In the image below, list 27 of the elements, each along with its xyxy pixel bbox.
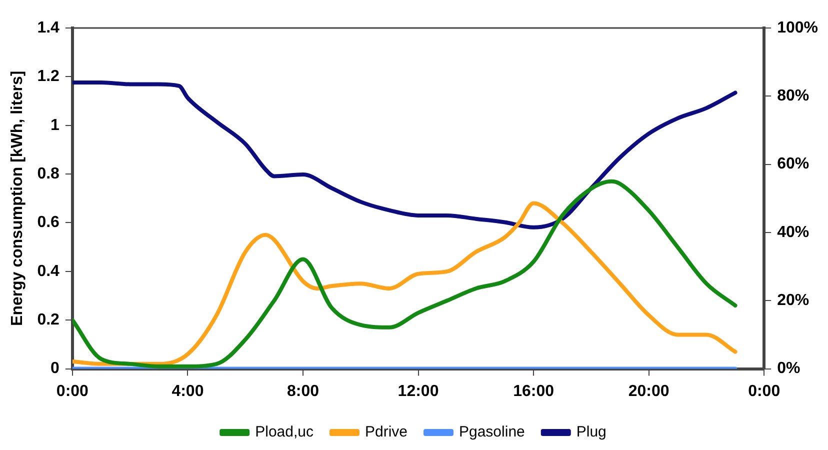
y-tick-label: 0 — [50, 360, 60, 378]
legend-label: Pload,uc — [255, 424, 314, 441]
y-axis-title: Energy consumption [kWh, liters] — [9, 70, 26, 326]
y2-tick-label: 80% — [777, 88, 810, 105]
y2-tick-label: 20% — [777, 292, 810, 310]
y-tick-label: 1.2 — [37, 68, 60, 86]
y2-tick-label: 100% — [777, 19, 818, 36]
legend-label: Plug — [576, 424, 606, 441]
y-tick-label: 0.4 — [37, 262, 60, 280]
y2-tick-label: 40% — [777, 224, 810, 241]
x-tick-label: 12:00 — [398, 382, 439, 400]
x-tick-label: 0:00 — [56, 382, 89, 400]
x-tick-label: 0:00 — [748, 382, 780, 400]
y2-tick-label: 60% — [777, 156, 810, 173]
line-series — [72, 80, 738, 230]
y-tick-label: 1.4 — [37, 19, 60, 36]
y-tick-label: 1 — [50, 116, 60, 134]
legend-label: Pdrive — [364, 424, 408, 441]
x-tick-label: 4:00 — [172, 382, 204, 400]
x-tick-label: 8:00 — [286, 382, 320, 400]
legend-label: Pgasoline — [458, 424, 525, 441]
y2-tick-label: 0% — [777, 360, 800, 378]
x-tick-label: 16:00 — [513, 382, 554, 400]
y-tick-label: 0.8 — [37, 165, 60, 182]
x-tick-label: 20:00 — [628, 382, 670, 400]
y-tick-label: 0.2 — [37, 312, 60, 329]
y-tick-label: 0.6 — [37, 214, 60, 232]
